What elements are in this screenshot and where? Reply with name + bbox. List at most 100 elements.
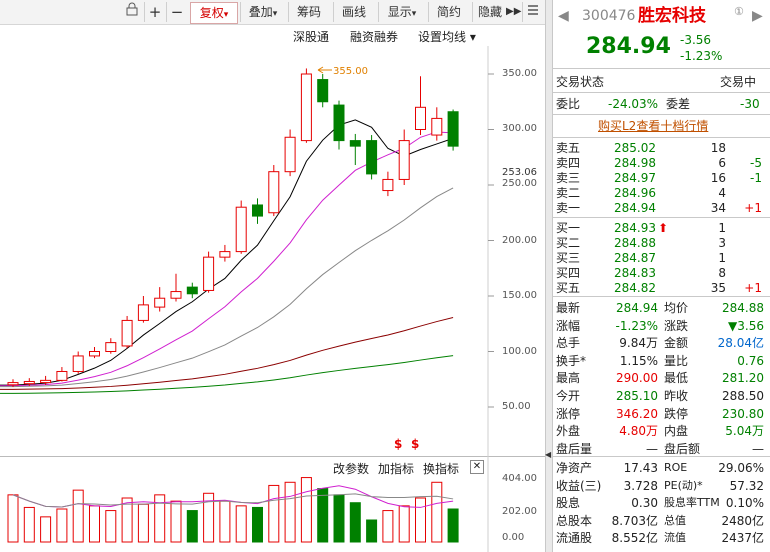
volume-bar[interactable] [317, 488, 329, 543]
volume-chart[interactable] [0, 456, 545, 552]
candle-body[interactable] [382, 178, 394, 192]
stat-value: 9.84万 [619, 336, 658, 351]
switch-indicator-link[interactable]: 换指标 [423, 462, 460, 476]
book-price: 284.96 [614, 186, 656, 200]
fuquan-button[interactable]: 复权▾ [190, 2, 238, 24]
volume-bar[interactable] [154, 494, 166, 543]
volume-bar[interactable] [89, 505, 100, 543]
candle-body[interactable] [40, 379, 52, 384]
zoom-out-button[interactable]: − [166, 2, 187, 22]
next-stock-icon[interactable]: ▶ [752, 8, 763, 24]
volume-bar[interactable] [56, 508, 68, 543]
fin-value: 8.703亿 [611, 513, 658, 528]
volume-bar[interactable] [203, 492, 215, 543]
volume-bar[interactable] [398, 505, 410, 543]
volume-bar[interactable] [105, 510, 117, 543]
book-label: 买四 [556, 266, 581, 280]
margin-link[interactable]: 融资融券 [350, 30, 399, 44]
candle-body[interactable] [186, 286, 198, 295]
chip-button[interactable]: 筹码 [288, 2, 329, 22]
volume-bar[interactable] [333, 494, 345, 543]
candle-body[interactable] [333, 104, 345, 142]
add-indicator-link[interactable]: 加指标 [378, 462, 415, 476]
volume-bar[interactable] [40, 516, 52, 543]
l2-link[interactable]: 购买L2查看十档行情 [598, 119, 709, 133]
volume-bar[interactable] [252, 506, 263, 543]
candle-body[interactable] [252, 204, 263, 217]
volume-bar[interactable] [219, 500, 231, 543]
volume-bar[interactable] [72, 489, 84, 543]
candle-body[interactable] [154, 297, 166, 308]
volume-bar[interactable] [186, 510, 198, 543]
fast-forward-icon[interactable]: ▶▶ [506, 6, 522, 17]
candle-body[interactable] [170, 291, 182, 299]
candle-body[interactable] [268, 171, 280, 214]
fin-label: PE(动)* [664, 478, 703, 492]
volume-bar[interactable] [447, 508, 459, 543]
candle-body[interactable] [366, 140, 378, 175]
volume-bar[interactable] [235, 505, 247, 543]
volume-bar[interactable] [268, 484, 280, 543]
volume-bar[interactable] [349, 502, 361, 543]
close-indicator-icon[interactable]: ✕ [470, 460, 484, 474]
candlestick-chart[interactable]: 355.00 $ $ [0, 46, 545, 458]
display-button[interactable]: 显示▾ [378, 2, 425, 22]
simple-button[interactable]: 简约 [428, 2, 469, 22]
candle-body[interactable] [219, 251, 231, 258]
fin-label: 流通股 [556, 531, 593, 546]
candle-body[interactable] [300, 73, 312, 142]
candle-body[interactable] [398, 140, 410, 180]
stat-label: 最高 [556, 371, 581, 386]
book-price: 284.93 [614, 221, 656, 235]
candle-body[interactable] [203, 256, 215, 291]
volume-bar[interactable] [366, 519, 378, 543]
hide-button[interactable]: 隐藏 [472, 2, 507, 22]
candle-body[interactable] [7, 382, 19, 386]
volume-bar[interactable] [300, 477, 312, 543]
volume-bar[interactable] [431, 481, 443, 543]
draw-line-button[interactable]: 画线 [333, 2, 374, 22]
stat-value: — [752, 441, 764, 456]
book-price: 284.94 [614, 201, 656, 215]
panel-splitter[interactable]: ◀ [545, 0, 553, 552]
volume-bar[interactable] [23, 506, 35, 543]
weibi-label: 委比 [556, 97, 581, 111]
zoom-in-button[interactable]: + [144, 2, 165, 22]
volume-bar[interactable] [382, 510, 394, 543]
stat-label: 跌停 [664, 406, 689, 421]
edit-params-link[interactable]: 改参数 [333, 462, 370, 476]
candle-body[interactable] [89, 351, 100, 357]
candle-body[interactable] [235, 206, 247, 253]
prev-stock-icon[interactable]: ◀ [558, 8, 569, 24]
candle-body[interactable] [317, 79, 329, 103]
book-volume: 6 [718, 156, 726, 170]
volume-bar[interactable] [137, 503, 149, 543]
volume-bar[interactable] [284, 481, 296, 543]
ma120-line [0, 355, 454, 394]
candle-body[interactable] [431, 117, 443, 136]
lock-icon[interactable] [122, 2, 142, 22]
price-change: -3.56 [680, 33, 712, 47]
volume-bar[interactable] [121, 497, 133, 543]
candle-body[interactable] [23, 380, 35, 385]
ma-settings-link[interactable]: 设置均线 ▾ [418, 30, 476, 44]
candle-body[interactable] [447, 111, 459, 147]
stat-label: 今开 [556, 389, 581, 403]
ma5-line [0, 119, 454, 386]
candle-body[interactable] [72, 355, 84, 372]
candle-body[interactable] [105, 342, 117, 352]
candle-body[interactable] [137, 304, 149, 321]
candle-body[interactable] [284, 136, 296, 173]
sgt-link[interactable]: 深股通 [293, 30, 330, 44]
overlay-button[interactable]: 叠加▾ [240, 2, 285, 22]
volume-bar[interactable] [170, 500, 182, 543]
candle-body[interactable] [56, 370, 68, 381]
candle-body[interactable] [121, 319, 133, 347]
volume-bar[interactable] [415, 497, 426, 543]
book-volume: 4 [718, 186, 726, 200]
candle-body[interactable] [349, 140, 361, 147]
list-icon[interactable] [522, 2, 543, 22]
candle-body[interactable] [415, 106, 426, 130]
info-icon[interactable]: ① [734, 5, 744, 18]
volume-bar[interactable] [7, 494, 19, 543]
